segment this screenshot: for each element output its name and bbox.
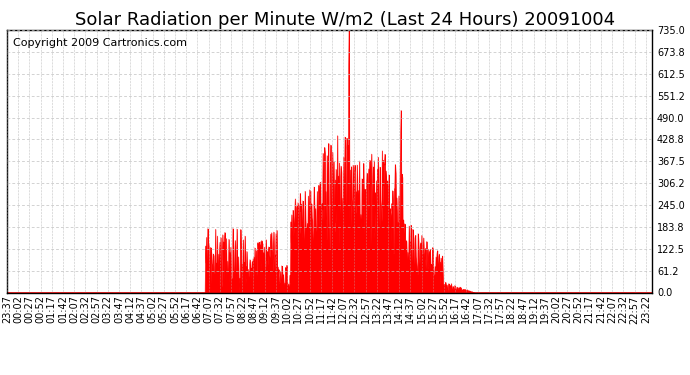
Text: Copyright 2009 Cartronics.com: Copyright 2009 Cartronics.com bbox=[13, 38, 188, 48]
Text: Solar Radiation per Minute W/m2 (Last 24 Hours) 20091004: Solar Radiation per Minute W/m2 (Last 24… bbox=[75, 11, 615, 29]
